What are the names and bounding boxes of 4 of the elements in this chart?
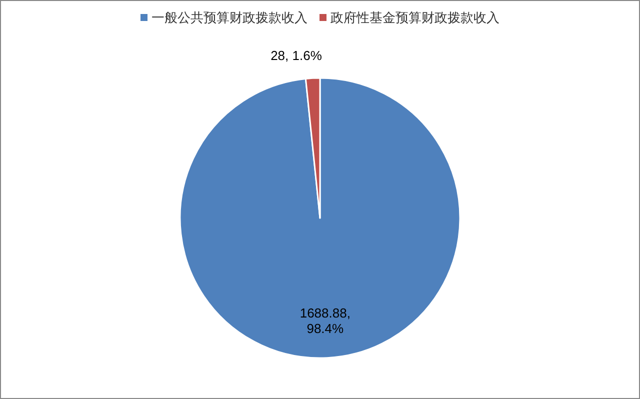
data-label: 28, 1.6%	[270, 48, 322, 64]
data-label: 1688.88, 98.4%	[300, 305, 350, 336]
legend-label: 一般公共预算财政拨款收入	[152, 10, 308, 25]
legend-label: 政府性基金预算财政拨款收入	[330, 10, 500, 25]
